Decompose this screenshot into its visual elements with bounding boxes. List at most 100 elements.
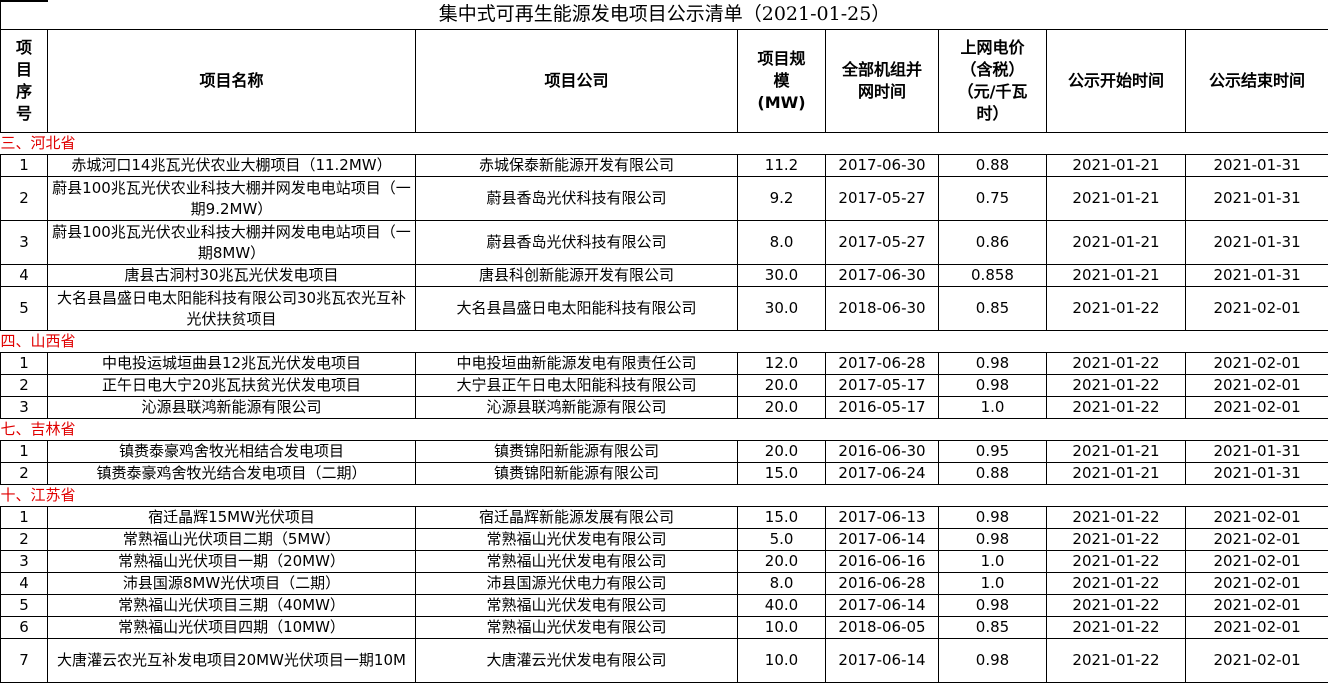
cell-start: 2021-01-22 [1047,397,1186,419]
cell-project-name: 常熟福山光伏项目二期（5MW） [48,529,416,551]
cell-price: 0.95 [939,441,1047,463]
cell-start: 2021-01-21 [1047,265,1186,287]
cell-price: 1.0 [939,397,1047,419]
cell-end: 2021-02-01 [1186,573,1328,595]
cell-company: 镇赉锦阳新能源有限公司 [416,463,738,485]
cell-company: 中电投垣曲新能源发电有限责任公司 [416,353,738,375]
col-header-end: 公示结束时间 [1186,30,1328,133]
cell-index: 1 [1,155,48,177]
cell-start: 2021-01-22 [1047,551,1186,573]
cell-grid-date: 2017-06-14 [826,639,939,683]
cell-start: 2021-01-21 [1047,221,1186,265]
cell-end: 2021-02-01 [1186,375,1328,397]
cell-grid-date: 2016-05-17 [826,397,939,419]
cell-index: 2 [1,375,48,397]
cell-company: 唐县科创新能源开发有限公司 [416,265,738,287]
cell-grid-date: 2016-06-16 [826,551,939,573]
cell-capacity: 10.0 [738,617,826,639]
col-header-project-name: 项目名称 [48,30,416,133]
col-header-company: 项目公司 [416,30,738,133]
cell-start: 2021-01-22 [1047,595,1186,617]
cell-company: 赤城保泰新能源开发有限公司 [416,155,738,177]
cell-index: 7 [1,639,48,683]
cell-project-name: 大唐灌云农光互补发电项目20MW光伏项目一期10M [48,639,416,683]
cell-capacity: 10.0 [738,639,826,683]
cell-end: 2021-01-31 [1186,155,1328,177]
cell-grid-date: 2018-06-30 [826,287,939,331]
cell-project-name: 蔚县100兆瓦光伏农业科技大棚并网发电电站项目（一期8MW） [48,221,416,265]
cell-start: 2021-01-22 [1047,375,1186,397]
cell-capacity: 15.0 [738,463,826,485]
province-row: 四、山西省 [1,331,1328,353]
col-header-index: 项 目 序 号 [1,30,48,133]
province-row: 七、吉林省 [1,419,1328,441]
col-header-capacity: 项目规 模 (MW) [738,30,826,133]
cell-company: 常熟福山光伏发电有限公司 [416,617,738,639]
cell-grid-date: 2016-06-30 [826,441,939,463]
cell-project-name: 宿迁晶辉15MW光伏项目 [48,507,416,529]
province-heading: 十、江苏省 [1,485,1328,507]
cell-company: 大名县昌盛日电太阳能科技有限公司 [416,287,738,331]
cell-index: 1 [1,507,48,529]
cell-start: 2021-01-22 [1047,529,1186,551]
cell-index: 2 [1,529,48,551]
cell-end: 2021-01-31 [1186,463,1328,485]
cell-price: 0.98 [939,639,1047,683]
cell-project-name: 蔚县100兆瓦光伏农业科技大棚并网发电电站项目（一期9.2MW） [48,177,416,221]
province-heading: 七、吉林省 [1,419,1328,441]
cell-end: 2021-02-01 [1186,617,1328,639]
cell-company: 常熟福山光伏发电有限公司 [416,595,738,617]
cell-capacity: 20.0 [738,441,826,463]
cell-index: 1 [1,441,48,463]
cell-index: 1 [1,353,48,375]
cell-price: 0.75 [939,177,1047,221]
cell-end: 2021-02-01 [1186,353,1328,375]
cell-start: 2021-01-21 [1047,441,1186,463]
cell-grid-date: 2016-06-28 [826,573,939,595]
cell-index: 3 [1,551,48,573]
cell-index: 2 [1,463,48,485]
cell-end: 2021-02-01 [1186,551,1328,573]
cell-end: 2021-02-01 [1186,287,1328,331]
cell-project-name: 正午日电大宁20兆瓦扶贫光伏发电项目 [48,375,416,397]
cell-end: 2021-01-31 [1186,441,1328,463]
cell-grid-date: 2017-06-24 [826,463,939,485]
cell-price: 0.98 [939,595,1047,617]
cell-price: 0.88 [939,155,1047,177]
cell-grid-date: 2017-06-13 [826,507,939,529]
cell-price: 0.88 [939,463,1047,485]
cell-start: 2021-01-22 [1047,617,1186,639]
cell-company: 大唐灌云光伏发电有限公司 [416,639,738,683]
cell-index: 5 [1,287,48,331]
cell-end: 2021-02-01 [1186,529,1328,551]
col-header-grid-date: 全部机组并 网时间 [826,30,939,133]
cell-capacity: 11.2 [738,155,826,177]
cell-price: 0.98 [939,507,1047,529]
cell-project-name: 镇赉泰豪鸡舍牧光相结合发电项目 [48,441,416,463]
cell-index: 2 [1,177,48,221]
cell-start: 2021-01-22 [1047,353,1186,375]
cell-end: 2021-02-01 [1186,595,1328,617]
cell-start: 2021-01-22 [1047,573,1186,595]
cell-project-name: 唐县古洞村30兆瓦光伏发电项目 [48,265,416,287]
cell-capacity: 30.0 [738,287,826,331]
cell-capacity: 12.0 [738,353,826,375]
cell-end: 2021-01-31 [1186,177,1328,221]
cell-end: 2021-01-31 [1186,221,1328,265]
cell-price: 0.858 [939,265,1047,287]
cell-company: 常熟福山光伏发电有限公司 [416,529,738,551]
cell-capacity: 8.0 [738,221,826,265]
cell-grid-date: 2017-06-28 [826,353,939,375]
cell-start: 2021-01-22 [1047,639,1186,683]
cell-capacity: 9.2 [738,177,826,221]
